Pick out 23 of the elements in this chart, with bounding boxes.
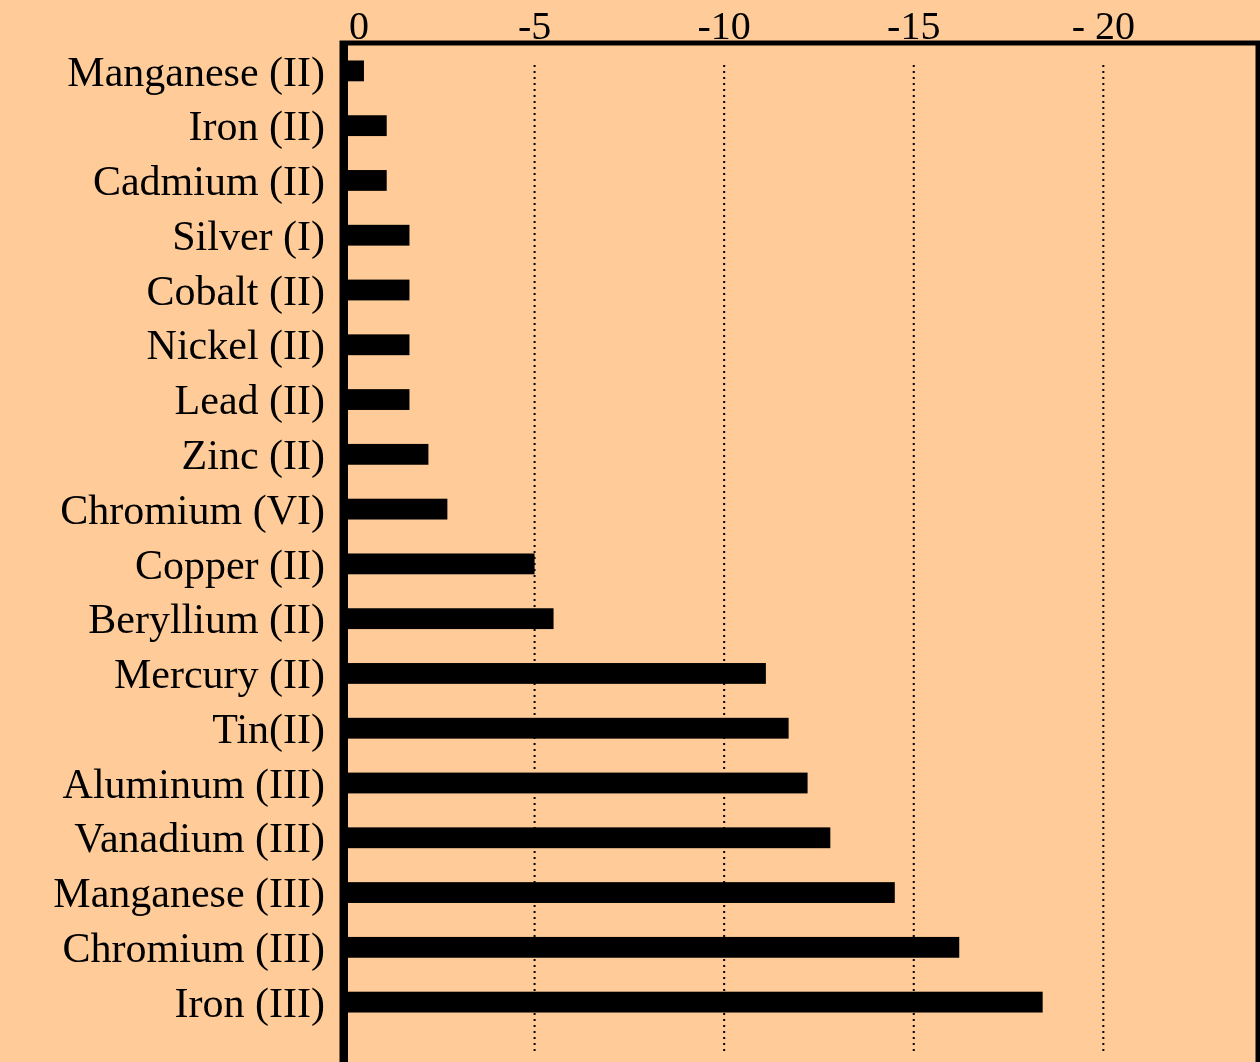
y-tick-label: Aluminum (III) xyxy=(62,760,325,808)
y-tick-label: Cadmium (II) xyxy=(92,158,325,206)
x-tick-label: 0 xyxy=(349,3,369,48)
y-tick-label: Cobalt (II) xyxy=(146,267,325,315)
x-tick-label: - 20 xyxy=(1071,3,1135,48)
y-tick-label: Chromium (III) xyxy=(62,925,325,973)
y-tick-label: Mercury (II) xyxy=(113,651,325,699)
y-tick-label: Copper (II) xyxy=(134,541,325,589)
y-tick-label: Manganese (III) xyxy=(53,870,325,918)
y-tick-label: Beryllium (II) xyxy=(88,596,325,644)
y-tick-label: Chromium (VI) xyxy=(60,486,325,534)
y-tick-label: Iron (II) xyxy=(188,103,325,151)
y-tick-label: Silver (I) xyxy=(172,212,325,260)
y-tick-label: Lead (II) xyxy=(174,377,325,425)
y-tick-label: Manganese (II) xyxy=(67,48,325,96)
x-tick-label: -5 xyxy=(517,3,552,48)
x-tick-label: -15 xyxy=(887,3,941,48)
y-tick-label: Tin(II) xyxy=(212,705,325,753)
y-tick-label: Zinc (II) xyxy=(181,432,325,480)
y-tick-label: Nickel (II) xyxy=(146,322,325,370)
y-tick-label: Vanadium (III) xyxy=(74,815,325,863)
x-tick-label: -10 xyxy=(697,3,751,48)
y-tick-label: Iron (III) xyxy=(174,979,325,1027)
